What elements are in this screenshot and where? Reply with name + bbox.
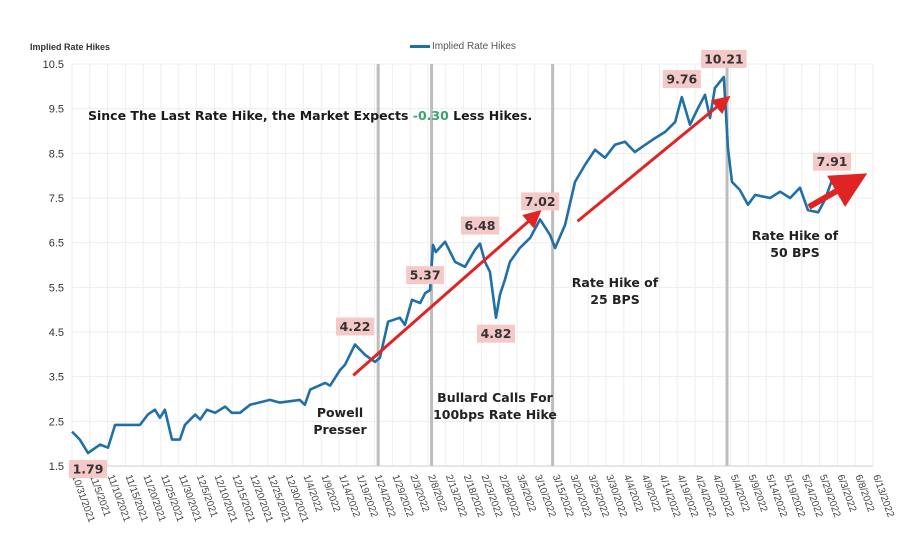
data-label: 1.79 <box>73 462 104 477</box>
trend-arrow <box>352 209 542 377</box>
data-label-background <box>813 152 852 171</box>
y-tick-label: 7.5 <box>49 193 64 205</box>
data-label-background <box>521 192 560 211</box>
headline-value: -0.30 <box>412 108 449 123</box>
y-tick-label: 1.5 <box>49 461 64 473</box>
y-axis-title: Implied Rate Hikes <box>30 42 111 52</box>
legend[interactable]: Implied Rate Hikes <box>410 41 516 52</box>
trend-arrow <box>807 173 868 210</box>
trend-arrows <box>352 95 868 377</box>
y-tick-label: 5.5 <box>49 282 64 294</box>
x-tick-label: 6/13/2022 <box>870 473 896 519</box>
y-tick-label: 3.5 <box>49 372 64 384</box>
data-label-background <box>336 317 375 336</box>
y-tick-label: 10.5 <box>43 59 64 71</box>
headline-annotation: Since The Last Rate Hike, the Market Exp… <box>88 108 532 123</box>
trend-arrow <box>576 95 731 223</box>
data-label: 6.48 <box>465 218 496 233</box>
data-label: 4.22 <box>340 319 371 334</box>
annotation-powell-presser: Powell Presser <box>300 404 380 438</box>
y-tick-label: 9.5 <box>49 104 64 116</box>
headline-post: Less Hikes. <box>448 108 533 123</box>
y-axis: 10.5 9.5 8.5 7.5 6.5 5.5 4.5 3.5 2.5 1.5 <box>43 59 64 473</box>
annotation-line: Bullard Calls For <box>437 390 553 405</box>
data-label-background <box>406 266 445 285</box>
data-label: 4.82 <box>481 326 512 341</box>
annotation-line: Rate Hike of <box>751 228 839 243</box>
annotation-line: Rate Hike of <box>571 275 659 290</box>
data-label: 7.91 <box>817 154 848 169</box>
series-line-implied-rate-hikes <box>71 75 834 455</box>
legend-swatch <box>410 45 430 48</box>
data-label-background <box>476 324 515 343</box>
data-label: 5.37 <box>410 268 441 283</box>
annotation-line: 50 BPS <box>770 245 820 260</box>
data-label-background <box>701 49 747 68</box>
y-tick-label: 6.5 <box>49 238 64 250</box>
y-tick-label: 2.5 <box>49 416 64 428</box>
annotation-bullard: Bullard Calls For 100bps Rate Hike <box>425 389 565 423</box>
y-tick-label: 4.5 <box>49 327 64 339</box>
data-label-background <box>69 460 108 479</box>
legend-label: Implied Rate Hikes <box>432 41 516 52</box>
headline-pre: Since The Last Rate Hike, the Market Exp… <box>88 108 413 123</box>
point-labels: 1.79 4.22 5.37 6.48 4.82 7.02 9.76 10.21 7.91 <box>69 49 852 479</box>
x-axis: 10/31/202111/5/202111/10/202111/15/20211… <box>69 465 896 524</box>
annotation-rate-hike-50: Rate Hike of 50 BPS <box>740 227 850 261</box>
annotation-line: Presser <box>313 422 367 437</box>
data-label: 9.76 <box>666 72 697 87</box>
annotation-line: 100bps Rate Hike <box>433 407 557 422</box>
annotation-line: 25 BPS <box>590 292 640 307</box>
y-tick-label: 8.5 <box>49 148 64 160</box>
annotation-line: Powell <box>316 405 364 420</box>
annotation-rate-hike-25: Rate Hike of 25 BPS <box>560 274 670 308</box>
data-label-background <box>460 216 499 235</box>
data-label: 7.02 <box>525 194 556 209</box>
data-label: 10.21 <box>704 51 744 66</box>
data-label-background <box>662 70 701 89</box>
